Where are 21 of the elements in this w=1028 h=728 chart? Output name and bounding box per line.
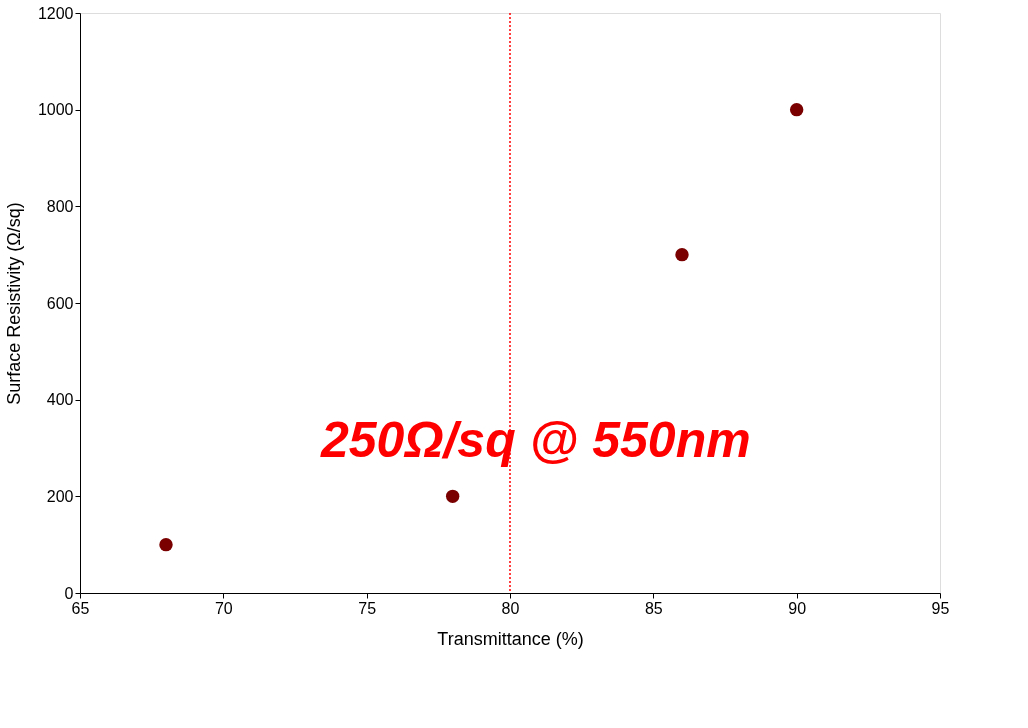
y-tick-label: 400 bbox=[46, 391, 74, 409]
y-tick-label: 800 bbox=[46, 197, 74, 215]
x-tick-label: 75 bbox=[358, 599, 377, 617]
point bbox=[445, 489, 460, 504]
x-tick-label: 95 bbox=[931, 599, 950, 617]
y-tick-label: 0 bbox=[64, 584, 74, 602]
x-tick-label: 85 bbox=[644, 599, 663, 617]
annotation: 250Ω/sq @ 550nm bbox=[319, 412, 751, 469]
x-axis-title: Transmittance (%) bbox=[437, 628, 584, 649]
point bbox=[159, 537, 173, 552]
x-tick-label: 65 bbox=[71, 599, 90, 617]
y-tick-label: 1000 bbox=[37, 101, 74, 119]
x-tick-label: 70 bbox=[214, 599, 233, 617]
point bbox=[789, 102, 804, 117]
point bbox=[675, 247, 689, 262]
y-tick-label: 600 bbox=[46, 294, 74, 312]
y-tick-label: 1200 bbox=[37, 4, 74, 22]
y-tick-label: 200 bbox=[46, 487, 74, 505]
y-axis-title: Surface Resistivity (Ω/sq) bbox=[3, 202, 24, 405]
x-tick-label: 90 bbox=[788, 599, 807, 617]
x-tick-label: 80 bbox=[501, 599, 520, 617]
